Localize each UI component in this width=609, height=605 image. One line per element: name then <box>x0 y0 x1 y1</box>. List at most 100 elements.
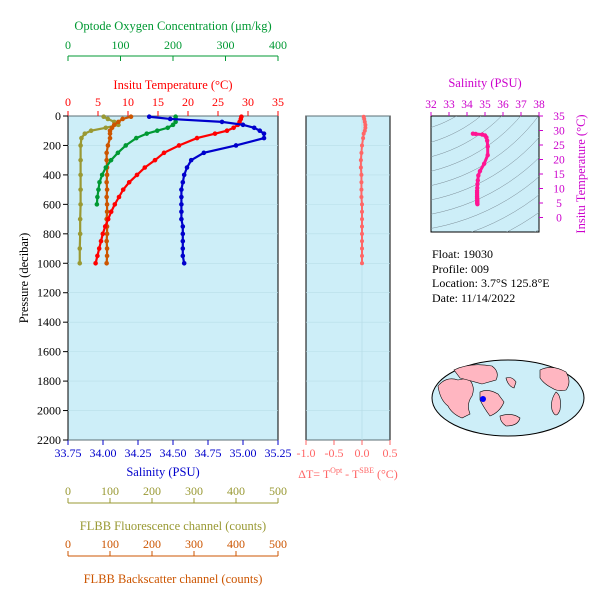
date: Date: 11/14/2022 <box>432 290 516 305</box>
fluorescence-point <box>77 246 83 251</box>
ts-x-tick-label: 35 <box>479 99 491 111</box>
fluorescence-axis: 0 100 200 300 400 500 FLBB Fluorescence chann… <box>65 484 287 533</box>
backscatter-point <box>104 260 109 266</box>
salinity-tick-label: 34.75 <box>195 446 222 460</box>
ts-series-layer <box>470 131 490 207</box>
salinity-point <box>179 194 184 200</box>
fluorescence-point <box>105 116 111 122</box>
float-info-block: Float: 19030 Profile: 009 Location: 3.7°… <box>432 247 550 305</box>
salinity-tick-label: 33.75 <box>55 446 82 460</box>
ts-x-tick-label: 36 <box>497 99 509 111</box>
density-contour <box>291 0 491 106</box>
delta-t-tick-label: -1.0 <box>297 446 316 460</box>
ts-y-tick-label: 0 <box>556 213 562 225</box>
salinity-point <box>184 165 190 170</box>
delta-t-point <box>360 209 364 214</box>
delta-t-point <box>358 165 363 170</box>
oxygen-point <box>133 135 139 141</box>
temperature-point <box>120 187 126 192</box>
backscatter-point <box>104 231 110 237</box>
temperature-axis-title: Insitu Temperature (°C) <box>113 78 232 92</box>
oxygen-point <box>99 172 105 178</box>
ts-ylabel: Insitu Temperature (°C) <box>574 114 588 233</box>
ts-point <box>481 161 487 167</box>
pressure-axis: 0 200 400 600 800 1000 1200 1400 1600 1800 2000 220… <box>17 109 68 447</box>
delta-t-point <box>358 158 363 163</box>
density-contour <box>431 116 457 128</box>
pressure-tick-label: 2000 <box>37 404 61 418</box>
backscatter-point <box>104 179 109 185</box>
ts-y-tick-label: 25 <box>553 140 565 152</box>
ts-point <box>475 181 480 187</box>
fluorescence-tick-label: 0 <box>65 484 71 498</box>
ts-y-tick-label: 10 <box>553 184 565 196</box>
ts-x-tick-label: 32 <box>425 99 437 111</box>
salinity-point <box>261 131 267 136</box>
salinity-point <box>180 179 186 185</box>
temperature-point <box>108 209 114 215</box>
delta-t-point <box>360 224 364 229</box>
salinity-point <box>180 231 186 237</box>
temperature-tick-label: 5 <box>95 95 101 109</box>
ts-y-tick-label: 20 <box>553 155 565 167</box>
profile-number: Profile: 009 <box>432 261 489 276</box>
oxygen-point <box>95 194 100 200</box>
ts-y-tick-label: 35 <box>553 111 565 123</box>
oxygen-point <box>96 187 101 192</box>
fluorescence-point <box>77 216 83 222</box>
delta-t-axis-title: ΔT= TOpt - TSBE (°C) <box>298 466 398 481</box>
fluorescence-point <box>88 128 94 134</box>
pressure-tick-label: 600 <box>43 197 61 211</box>
salinity-axis-title: Salinity (PSU) <box>126 465 199 479</box>
float-id: Float: 19030 <box>432 247 494 261</box>
salinity-point <box>167 116 173 122</box>
pressure-tick-label: 400 <box>43 168 61 182</box>
oxygen-point <box>115 150 121 156</box>
salinity-tick-label: 35.00 <box>230 446 257 460</box>
temperature-tick-label: 25 <box>212 95 224 109</box>
ts-point <box>475 201 480 207</box>
oxygen-point <box>144 131 150 136</box>
backscatter-point <box>105 143 111 148</box>
pressure-tick-label: 2200 <box>37 433 61 447</box>
temperature-point <box>231 125 236 131</box>
fluorescence-tick-label: 500 <box>269 484 287 498</box>
temperature-point <box>176 143 182 148</box>
delta-t-axis: -1.0 -0.5 0.0 0.5 <box>297 440 398 460</box>
pressure-tick-label: 1200 <box>37 286 61 300</box>
oxygen-axis-title: Optode Oxygen Concentration (μm/kg) <box>74 19 271 33</box>
oxygen-point <box>108 157 114 163</box>
oxygen-tick-label: 200 <box>164 38 182 52</box>
world-map <box>431 359 585 437</box>
temperature-point <box>194 135 200 141</box>
salinity-point <box>219 119 225 125</box>
salinity-point <box>181 260 187 266</box>
float-location-marker <box>480 396 486 402</box>
backscatter-point <box>104 202 110 207</box>
fluorescence-point <box>79 135 84 141</box>
backscatter-point <box>104 246 110 251</box>
salinity-point <box>233 143 239 148</box>
fluorescence-point <box>77 260 83 266</box>
pressure-axis-title: Pressure (decibar) <box>17 233 31 324</box>
backscatter-point <box>104 150 109 156</box>
salinity-point <box>181 172 187 178</box>
salinity-point <box>179 216 184 222</box>
temperature-point <box>212 131 218 136</box>
fluorescence-point <box>78 143 83 148</box>
fluorescence-axis-title: FLBB Fluorescence channel (counts) <box>80 519 266 533</box>
delta-t-point <box>360 253 364 258</box>
backscatter-point <box>120 116 125 122</box>
temperature-point <box>105 216 111 222</box>
delta-t-plot-area <box>305 115 391 441</box>
delta-t-tick-label: -0.5 <box>325 446 344 460</box>
fluorescence-point <box>77 231 83 237</box>
ts-point <box>475 178 480 183</box>
fluorescence-point <box>101 114 106 120</box>
fluorescence-tick-label: 100 <box>101 484 119 498</box>
delta-t-point <box>363 122 368 127</box>
ts-y-tick-label: 5 <box>556 198 562 210</box>
temperature-point <box>161 150 167 156</box>
salinity-tick-label: 34.25 <box>125 446 152 460</box>
